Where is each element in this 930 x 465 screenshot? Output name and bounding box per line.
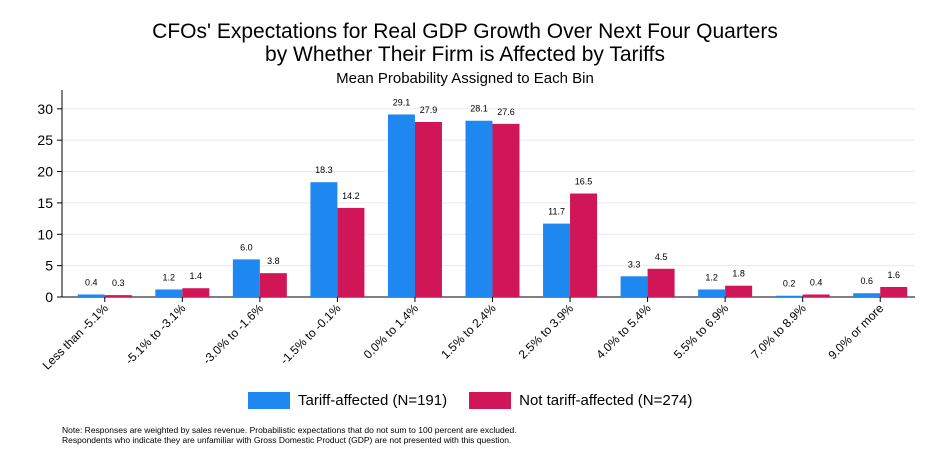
data-label: 16.5 [575, 177, 593, 187]
legend-label-not-tariff-affected: Not tariff-affected (N=274) [519, 392, 693, 409]
bar-not-tariff-affected [182, 288, 210, 297]
chart-title-line2: by Whether Their Firm is Affected by Tar… [265, 43, 665, 66]
y-tick-label: 5 [45, 258, 53, 274]
bar-tariff-affected [155, 289, 183, 297]
note-line-1: Note: Responses are weighted by sales re… [62, 425, 517, 435]
chart-legend: Tariff-affected (N=191) Not tariff-affec… [248, 392, 714, 409]
note-line-2: Respondents who indicate they are unfami… [62, 435, 512, 445]
x-tick-label: Less than -5.1% [40, 301, 111, 372]
x-tick-label: -3.0% to -1.6% [200, 301, 266, 367]
bar-not-tariff-affected [259, 273, 287, 297]
x-tick-label: 2.5% to 3.9% [516, 301, 577, 362]
bar-chart-plot: 0 5 10 15 20 25 30 Less than -5.1% 0.4 0.3 -5.1% t… [37, 90, 915, 372]
x-tick-label: 1.5% to 2.4% [438, 301, 499, 362]
data-label: 0.2 [783, 279, 796, 289]
bar-tariff-affected [387, 114, 415, 297]
data-label: 0.4 [85, 277, 98, 287]
bar-not-tariff-affected [802, 294, 830, 297]
y-tick-label: 25 [37, 132, 53, 148]
bar-tariff-affected [310, 182, 338, 297]
chart-note: Note: Responses are weighted by sales re… [62, 425, 517, 445]
x-tick-label: 0.0% to 1.4% [361, 301, 422, 362]
data-label: 1.8 [732, 269, 745, 279]
x-tick-label: 4.0% to 5.4% [593, 301, 654, 362]
data-label: 4.5 [655, 252, 668, 262]
y-tick-label: 15 [37, 195, 53, 211]
legend-label-tariff-affected: Tariff-affected (N=191) [298, 392, 448, 409]
data-label: 27.9 [420, 105, 438, 115]
data-label: 0.4 [810, 277, 823, 287]
bar-tariff-affected [465, 120, 493, 298]
data-label: 0.6 [860, 276, 873, 286]
data-label: 29.1 [393, 97, 411, 107]
data-label: 1.2 [163, 272, 176, 282]
legend-swatch-tariff-affected [248, 392, 290, 409]
legend-item-not-tariff-affected: Not tariff-affected (N=274) [469, 392, 692, 409]
data-label: 0.3 [112, 278, 125, 288]
y-tick-label: 20 [37, 164, 53, 180]
bar-tariff-affected [775, 295, 803, 297]
data-label: 14.2 [342, 191, 360, 201]
bar-not-tariff-affected [337, 207, 365, 297]
data-label: 11.7 [548, 207, 565, 217]
bar-not-tariff-affected [570, 193, 598, 297]
data-label: 1.6 [887, 270, 900, 280]
x-tick-label: 7.0% to 8.9% [748, 301, 809, 362]
legend-item-tariff-affected: Tariff-affected (N=191) [248, 392, 447, 409]
y-tick-label: 0 [45, 289, 53, 305]
data-label: 1.2 [705, 272, 718, 282]
data-label: 3.3 [628, 259, 641, 269]
bar-not-tariff-affected [880, 286, 908, 297]
data-label: 1.4 [190, 271, 203, 281]
x-tick-label: -5.1% to -3.1% [122, 301, 188, 367]
bar-not-tariff-affected [725, 285, 753, 297]
bar-tariff-affected [543, 223, 571, 297]
legend-swatch-not-tariff-affected [469, 392, 512, 409]
x-tick-label: 5.5% to 6.9% [671, 301, 732, 362]
data-label: 18.3 [315, 165, 333, 175]
bar-not-tariff-affected [647, 268, 675, 297]
y-tick-label: 30 [37, 101, 53, 117]
x-tick-label: -1.5% to -0.1% [278, 301, 344, 367]
bar-tariff-affected [232, 259, 260, 297]
bar-tariff-affected [620, 276, 648, 297]
bar-tariff-affected [77, 294, 105, 297]
bar-not-tariff-affected [492, 123, 520, 297]
chart-title-line1: CFOs' Expectations for Real GDP Growth O… [152, 20, 778, 43]
y-tick-label: 10 [37, 226, 53, 242]
chart-subtitle: Mean Probability Assigned to Each Bin [336, 70, 594, 87]
data-label: 27.6 [497, 107, 515, 117]
bar-not-tariff-affected [414, 121, 442, 297]
data-label: 28.1 [470, 104, 488, 114]
bar-not-tariff-affected [104, 295, 132, 297]
bar-tariff-affected [853, 293, 881, 297]
bar-tariff-affected [698, 289, 726, 297]
data-label: 6.0 [240, 242, 253, 252]
x-tick-label: 9.0% or more [826, 301, 887, 362]
data-label: 3.8 [267, 256, 280, 266]
